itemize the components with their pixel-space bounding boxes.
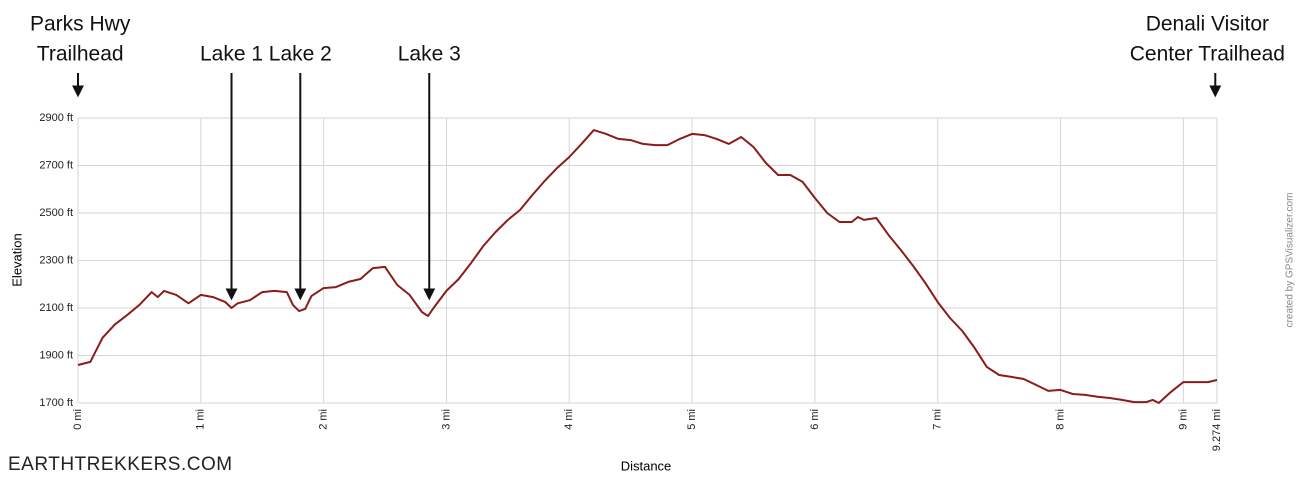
y-tick-label: 2900 ft — [39, 112, 73, 124]
annotation-text: Center Trailhead — [1130, 43, 1285, 66]
y-tick-label: 2100 ft — [39, 302, 73, 314]
annotation-text: Lake 3 — [398, 43, 461, 66]
x-tick-label: 6 mi — [809, 409, 821, 430]
annotation-text: Lake 2 — [269, 43, 332, 66]
x-tick-label: 8 mi — [1054, 409, 1066, 430]
x-tick-label: 1 mi — [195, 409, 207, 430]
annotation-text: Parks Hwy — [30, 13, 131, 36]
watermark: EARTHTREKKERS.COM — [8, 454, 233, 475]
y-tick-label: 2500 ft — [39, 207, 73, 219]
x-tick-label: 4 mi — [563, 409, 575, 430]
x-tick-label: 3 mi — [440, 409, 452, 430]
y-tick-label: 1700 ft — [39, 397, 73, 409]
elevation-line — [77, 129, 1218, 404]
y-axis-label: Elevation — [9, 233, 24, 286]
x-tick-label: 9.274 mi — [1211, 409, 1223, 451]
x-tick-label: 7 mi — [932, 409, 944, 430]
y-tick-label: 1900 ft — [39, 349, 73, 361]
x-tick-label: 0 mi — [72, 409, 84, 430]
x-axis-label: Distance — [621, 458, 672, 473]
annotation-text: Denali Visitor — [1146, 13, 1269, 36]
y-tick-label: 2700 ft — [39, 159, 73, 171]
x-tick-label: 2 mi — [318, 409, 330, 430]
x-tick-label: 5 mi — [686, 409, 698, 430]
y-tick-label: 2300 ft — [39, 254, 73, 266]
annotation-text: Trailhead — [37, 43, 124, 66]
credit: created by GPSVisualizer.com — [1285, 193, 1296, 328]
x-tick-label: 9 mi — [1177, 409, 1189, 430]
annotation-text: Lake 1 — [200, 43, 263, 66]
